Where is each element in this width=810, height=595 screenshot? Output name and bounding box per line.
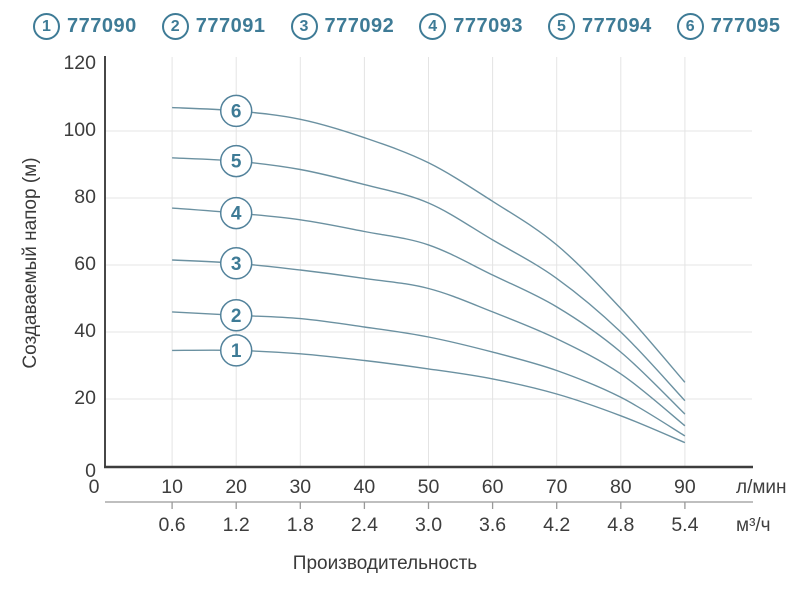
- curve-badge-number-1: 1: [231, 341, 242, 362]
- x-axis-m3h-unit: м³/ч: [736, 515, 771, 536]
- legend: 1 777090 2 777091 3 777092 4 777093 5 77…: [33, 13, 781, 40]
- y-tick-label: 40: [74, 320, 96, 342]
- x-axis-title: Производительность: [292, 553, 478, 574]
- x-tick-label-m3h: 1.8: [286, 514, 314, 536]
- x-tick-label-lmin: 30: [289, 476, 312, 498]
- x-tick-label-m3h: 0.6: [158, 514, 186, 536]
- legend-number-badge-2: 2: [161, 13, 189, 40]
- legend-code-2: 777091: [195, 15, 266, 37]
- x-tick-label-lmin: 10: [161, 476, 183, 498]
- legend-number-badge-4: 4: [419, 13, 447, 40]
- curve-badge-number-5: 5: [231, 152, 242, 173]
- legend-code-3: 777092: [324, 15, 395, 37]
- x-tick-label-m3h: 4.8: [607, 514, 635, 536]
- legend-item-5: 5 777094: [548, 13, 652, 40]
- legend-code-1: 777090: [67, 15, 137, 37]
- legend-number-badge-3: 3: [290, 13, 318, 40]
- x-tick-label-m3h: 3.6: [479, 514, 507, 536]
- x-axis-lmin-unit: л/мин: [736, 477, 787, 498]
- legend-number-badge-1: 1: [33, 13, 60, 40]
- curve-badge-number-3: 3: [231, 254, 242, 275]
- curve-777090: [172, 349, 686, 444]
- x-tick-label-lmin: 60: [481, 476, 504, 498]
- legend-item-2: 2 777091: [161, 13, 266, 40]
- legend-item-6: 6 777095: [676, 13, 781, 40]
- legend-code-6: 777095: [710, 15, 781, 37]
- x-tick-label-lmin: 70: [545, 476, 568, 498]
- curve-badge-6: [219, 94, 253, 128]
- x-tick-label-lmin: 80: [609, 476, 632, 498]
- y-tick-label: 60: [74, 253, 96, 275]
- curve-badge-5: [219, 144, 253, 178]
- x-tick-label-lmin: 90: [674, 476, 696, 498]
- curve-777093: [172, 207, 686, 415]
- legend-item-3: 3 777092: [290, 13, 395, 40]
- x-tick-label-m3h: 5.4: [671, 514, 699, 536]
- y-tick-label: 20: [74, 387, 96, 409]
- legend-code-4: 777093: [453, 15, 523, 37]
- y-tick-label: 100: [63, 119, 96, 141]
- curve-777091: [172, 311, 686, 437]
- curve-777092: [172, 259, 686, 427]
- x-tick-label-lmin: 20: [225, 476, 248, 498]
- y-tick-label: 120: [63, 52, 96, 74]
- curve-badge-1: [219, 334, 253, 367]
- curve-badge-number-6: 6: [231, 101, 242, 122]
- curve-badge-2: [219, 299, 253, 332]
- legend-code-5: 777094: [582, 15, 652, 37]
- legend-number-badge-5: 5: [548, 13, 575, 40]
- curve-badge-3: [219, 247, 253, 280]
- curve-badge-4: [219, 196, 253, 230]
- x-tick-label-lmin: 40: [353, 476, 376, 498]
- y-tick-label: 80: [74, 186, 96, 208]
- curve-badge-number-4: 4: [231, 204, 242, 225]
- x-tick-label-m3h: 2.4: [350, 514, 378, 536]
- curve-777094: [172, 157, 686, 402]
- x-tick-label-m3h: 3.0: [414, 514, 443, 536]
- x-tick-label-lmin: 50: [417, 476, 440, 498]
- legend-item-1: 1 777090: [33, 13, 137, 40]
- x-tick-label-m3h: 1.2: [222, 514, 250, 536]
- curve-badge-number-2: 2: [231, 306, 242, 327]
- legend-item-4: 4 777093: [419, 13, 523, 40]
- y-tick-label: 0: [85, 460, 96, 482]
- x-tick-label-m3h: 4.2: [543, 514, 571, 536]
- x-tick-label-lmin: 0: [88, 476, 100, 498]
- curve-777095: [172, 106, 686, 383]
- legend-number-badge-6: 6: [676, 13, 704, 40]
